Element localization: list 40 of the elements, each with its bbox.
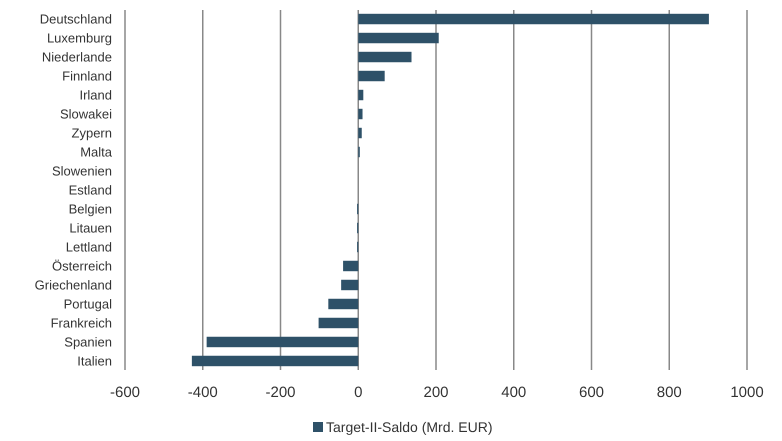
bar — [358, 90, 364, 100]
bar — [358, 70, 385, 82]
y-tick-label: Lettland — [66, 240, 112, 255]
bar — [358, 32, 439, 44]
x-tick-label: 800 — [656, 384, 682, 401]
y-tick-label: Portugal — [64, 296, 112, 312]
y-tick-label: Italien — [77, 354, 112, 369]
bar — [318, 318, 358, 328]
bar — [328, 298, 358, 310]
y-tick-label: Estland — [68, 182, 112, 198]
x-tick-label: 200 — [423, 384, 449, 401]
bar — [358, 14, 709, 24]
y-tick-label: Niederlande — [42, 50, 112, 65]
y-tick-label: Deutschland — [40, 12, 112, 27]
bar — [341, 280, 358, 290]
y-tick-label: Zypern — [72, 126, 112, 141]
bar — [206, 336, 358, 348]
y-tick-label: Griechenland — [34, 278, 112, 293]
bar — [343, 260, 358, 272]
y-tick-label: Slowakei — [60, 106, 112, 122]
x-tick-label: 0 — [354, 384, 362, 401]
x-tick-label: 400 — [501, 384, 526, 401]
y-tick-label: Finnland — [62, 68, 112, 84]
x-tick-label: -200 — [265, 384, 296, 401]
bar — [358, 52, 412, 62]
y-tick-label: Belgien — [68, 202, 112, 217]
bar — [192, 356, 358, 366]
x-tick-label: 1000 — [730, 384, 764, 401]
x-tick-label: -600 — [110, 384, 140, 401]
legend-label: Target-II-Saldo (Mrd. EUR) — [326, 419, 492, 435]
y-tick-label: Litauen — [69, 220, 112, 236]
y-tick-label: Slowenien — [52, 164, 112, 179]
y-tick-label: Irland — [79, 88, 112, 103]
y-tick-label: Frankreich — [50, 316, 112, 331]
x-tick-label: 600 — [578, 384, 604, 401]
y-tick-label: Malta — [80, 144, 113, 160]
y-tick-label: Spanien — [64, 334, 112, 350]
x-tick-label: -400 — [188, 384, 218, 401]
y-tick-label: Österreich — [52, 258, 112, 274]
y-tick-label: Luxemburg — [46, 30, 112, 46]
